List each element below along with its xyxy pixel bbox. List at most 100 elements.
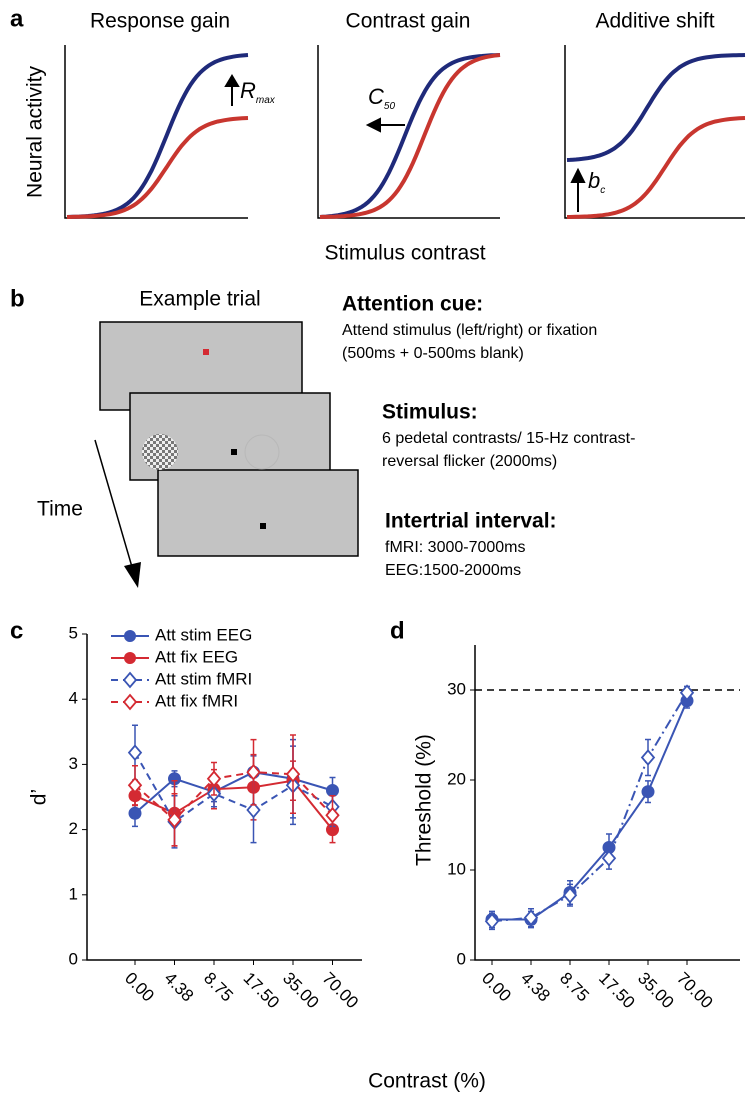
- schematic-title: Response gain: [90, 10, 230, 33]
- marker: [285, 765, 301, 783]
- fixation: [260, 523, 266, 529]
- panel-label: d: [390, 617, 405, 644]
- step-title: Intertrial interval:: [385, 510, 557, 533]
- schematic-curve: [66, 53, 249, 219]
- cue-dot: [203, 349, 209, 355]
- legend-marker: [124, 630, 136, 642]
- legend-label: Att stim fMRI: [155, 669, 252, 688]
- symbol: C: [368, 84, 384, 109]
- y-tick-label: 30: [447, 679, 466, 698]
- y-tick-label: 2: [69, 819, 78, 838]
- marker: [246, 801, 261, 819]
- marker: [679, 684, 695, 702]
- step-text: fMRI: 3000-7000ms: [385, 539, 526, 556]
- series-line: [491, 692, 688, 923]
- step-text: EEG:1500-2000ms: [385, 562, 521, 579]
- stimulus: [142, 434, 178, 470]
- x-tick-label: 0.00: [121, 969, 158, 1006]
- schematic-curve: [67, 116, 249, 219]
- legend-marker: [124, 652, 136, 664]
- y-tick-label: 0: [69, 949, 78, 968]
- y-axis-label: d’: [28, 789, 51, 805]
- x-tick-label: 17.50: [595, 969, 639, 1013]
- schematic-curve: [319, 53, 501, 219]
- symbol: R: [240, 78, 256, 103]
- panel-label: b: [10, 285, 25, 312]
- marker: [325, 806, 340, 824]
- x-tick-label: 70.00: [673, 969, 717, 1013]
- marker: [127, 744, 143, 762]
- step-title: Stimulus:: [382, 401, 478, 424]
- stimulus-outline: [244, 434, 280, 470]
- x-tick-label: 0.00: [478, 969, 515, 1006]
- schematic-title: Contrast gain: [346, 10, 471, 33]
- panel-label: c: [10, 617, 23, 644]
- schematic-curve: [566, 53, 746, 162]
- step-text: 6 pedetal contrasts/ 15-Hz contrast-: [382, 430, 635, 447]
- x-tick-label: 17.50: [240, 969, 284, 1013]
- x-axis-label: Stimulus contrast: [324, 242, 485, 265]
- x-tick-label: 35.00: [279, 969, 323, 1013]
- marker: [641, 785, 655, 799]
- marker: [127, 776, 143, 794]
- trial-title: Example trial: [139, 288, 260, 311]
- step-title: Attention cue:: [342, 293, 483, 316]
- schematic-arrows: [224, 74, 586, 212]
- series-line: [134, 771, 334, 822]
- y-tick-label: 20: [447, 769, 466, 788]
- trial-screens: [99, 321, 359, 557]
- series-line: [134, 752, 333, 824]
- legend-marker: [122, 671, 138, 689]
- symbol: b: [588, 168, 600, 193]
- series-line: [492, 700, 688, 921]
- marker: [128, 806, 142, 820]
- step-text: Attend stimulus (left/right) or fixation: [342, 322, 597, 339]
- marker: [206, 770, 222, 788]
- legend-label: Att stim EEG: [155, 625, 252, 644]
- schematic-title: Additive shift: [595, 10, 714, 33]
- panel-label: a: [10, 5, 24, 32]
- subscript: 50: [384, 101, 396, 112]
- y-tick-label: 0: [457, 949, 466, 968]
- axis: [474, 645, 740, 961]
- marker: [246, 763, 261, 781]
- marker: [484, 912, 500, 930]
- annotation: bc: [588, 168, 605, 196]
- fixation: [231, 449, 237, 455]
- time-arrowhead: [124, 562, 141, 588]
- marker: [523, 909, 539, 927]
- schematic-axes: [64, 45, 745, 219]
- time-arrow: [94, 439, 133, 568]
- y-axis-label: Threshold (%): [413, 734, 436, 866]
- step-text: reversal flicker (2000ms): [382, 453, 557, 470]
- y-tick-label: 4: [69, 689, 78, 708]
- legend-label: Att fix fMRI: [155, 691, 238, 710]
- marker: [562, 886, 578, 904]
- y-tick-label: 1: [69, 884, 78, 903]
- subscript: c: [600, 185, 605, 196]
- x-tick-label: 35.00: [634, 969, 678, 1013]
- x-tick-label: 8.75: [200, 969, 237, 1006]
- marker: [640, 749, 656, 766]
- schematic-curve: [567, 116, 746, 219]
- x-tick-label: 8.75: [556, 969, 593, 1006]
- x-axis-label: Contrast (%): [368, 1070, 486, 1093]
- y-tick-label: 5: [69, 623, 78, 642]
- y-tick-label: 10: [447, 859, 466, 878]
- legend-marker: [122, 693, 138, 711]
- x-tick-label: 4.38: [517, 969, 554, 1006]
- annotation: C50: [368, 84, 395, 112]
- x-tick-label: 70.00: [319, 969, 363, 1013]
- subscript: max: [256, 95, 276, 106]
- y-tick-label: 3: [69, 754, 78, 773]
- y-axis-label: Neural activity: [24, 66, 47, 198]
- schematic-curve: [319, 53, 501, 219]
- step-text: (500ms + 0-500ms blank): [342, 345, 524, 362]
- time-label: Time: [37, 498, 83, 521]
- x-tick-label: 4.38: [161, 969, 198, 1006]
- marker: [167, 811, 182, 829]
- legend-label: Att fix EEG: [155, 647, 238, 666]
- marker: [601, 849, 617, 867]
- annotation: Rmax: [240, 78, 276, 106]
